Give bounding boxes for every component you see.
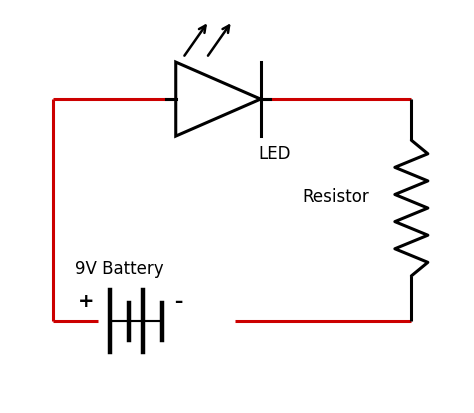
Text: LED: LED: [258, 144, 291, 162]
Text: +: +: [78, 292, 94, 310]
Text: Resistor: Resistor: [302, 187, 369, 205]
Text: 9V Battery: 9V Battery: [75, 259, 164, 277]
Text: –: –: [174, 292, 182, 310]
